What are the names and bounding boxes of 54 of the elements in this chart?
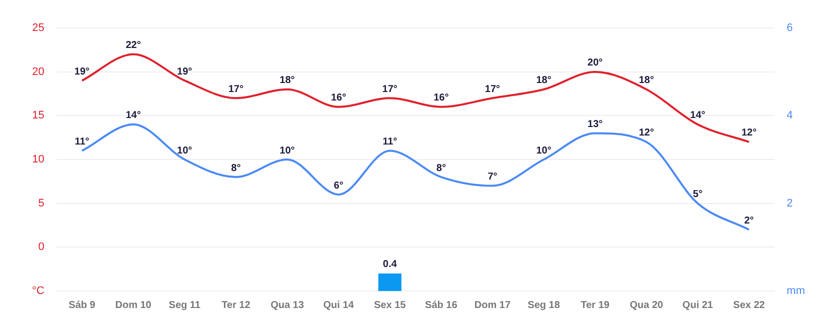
data-label: 11° [382,136,398,148]
data-label: 12° [741,128,757,139]
x-tick-label: Ter 12 [222,300,251,311]
y-tick-label: 15 [32,110,44,122]
data-label: 19° [74,66,90,78]
data-label: 19° [177,66,192,78]
data-label: 18° [638,75,654,86]
x-tick-label: Sex 15 [374,300,406,311]
data-label: 8° [231,162,241,174]
x-tick-label: Sáb 16 [425,300,458,311]
data-label: 22° [126,40,141,52]
data-label: 2° [744,215,754,226]
y2-tick-label: 2 [786,197,793,210]
y-tick-label: 10 [32,154,44,166]
data-label: 6° [334,180,344,192]
data-label: 17° [382,84,398,95]
x-tick-label: Qua 13 [270,300,304,311]
data-label: 16° [434,92,449,104]
x-tick-label: Qui 14 [323,300,354,311]
data-label: 5° [692,189,702,200]
x-tick-label: Dom 17 [474,300,511,311]
data-label: 0.4 [382,259,398,270]
data-label: 8° [436,162,446,174]
x-tick-label: Sex 22 [733,300,766,311]
y-tick-label: °C [32,285,44,298]
x-tick-label: Qua 20 [630,300,664,311]
data-label: 10° [536,145,552,156]
data-label: 16° [330,92,346,104]
y-tick-label: 5 [38,197,44,210]
data-label: 18° [536,75,552,86]
x-tick-label: Dom 10 [115,300,152,311]
data-label: 11° [74,136,90,148]
data-label: 7° [488,172,498,183]
data-label: 10° [177,145,192,156]
y-tick-label: 25 [32,22,44,34]
data-label: 12° [638,128,654,139]
data-label: 17° [228,84,244,95]
y2-tick-label: 6 [786,22,793,34]
y2-tick-label: mm [786,285,805,298]
y2-tick-label: 4 [786,110,793,122]
data-label: 18° [280,75,295,86]
data-label: 14° [690,110,706,122]
data-label: 13° [588,118,603,130]
x-tick-label: Seg 11 [168,300,201,311]
x-tick-label: Qui 21 [682,300,714,311]
y-tick-label: 20 [32,66,44,78]
data-label: 17° [484,84,500,95]
data-label: 10° [280,145,295,156]
data-label: 20° [588,58,603,69]
y-tick-label: 0 [38,241,44,254]
data-label: 14° [126,110,141,122]
x-tick-label: Sáb 9 [68,300,96,311]
x-tick-label: Ter 19 [580,300,610,311]
x-tick-label: Seg 18 [528,300,560,311]
